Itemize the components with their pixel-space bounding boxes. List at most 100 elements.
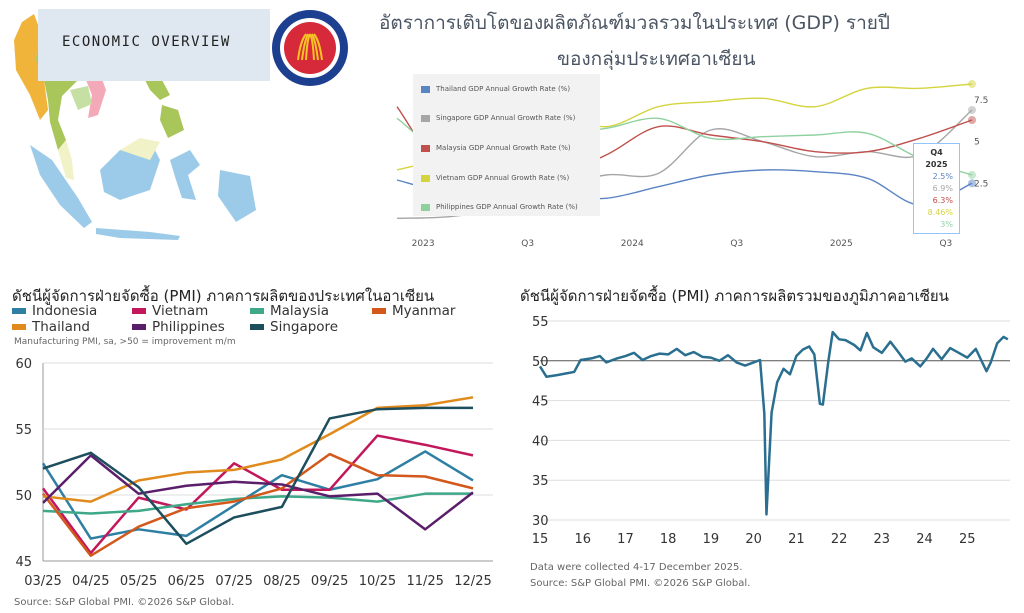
pmi-country-y-tick-label: 60 [15, 357, 32, 372]
asean-map-panel: ECONOMIC OVERVIEW [0, 0, 360, 250]
legend-label: Philippines GDP Annual Growth Rate (%) [436, 203, 578, 211]
legend-vietnam-gdp: Vietnam GDP Annual Growth Rate (%) [421, 174, 569, 182]
legend-singapore: Singapore [250, 319, 338, 335]
pmi-country-subtitle: Manufacturing PMI, sa, >50 = improvement… [14, 337, 236, 347]
pmi-country-x-tick-label: 05/25 [120, 574, 157, 589]
map-sabah [120, 138, 160, 160]
pmi-region-x-tick-label: 23 [874, 532, 891, 547]
gdp-y-tick-label: 2.5 [974, 179, 988, 189]
legend-label: Indonesia [32, 303, 98, 319]
legend-vietnam: Vietnam [132, 303, 208, 319]
map-java [96, 228, 180, 240]
legend-label: Malaysia [270, 303, 329, 319]
legend-thailand-gdp: Thailand GDP Annual Growth Rate (%) [421, 85, 570, 93]
gdp-end-point [968, 106, 976, 114]
tooltip-singapore: 6.9% [932, 184, 953, 193]
pmi-series-line [41, 450, 474, 540]
pmi-region-x-tick-label: 24 [916, 532, 933, 547]
map-cambodia [70, 86, 92, 110]
gdp-y-tick-label: 7.5 [974, 96, 988, 106]
pmi-region-y-tick-label: 45 [532, 395, 549, 410]
gdp-title-line1: อัตราการเติบโตของผลิตภัณฑ์มวลรวมในประเทศ… [379, 12, 890, 34]
legend-label: Vietnam [152, 303, 209, 319]
header-box [38, 9, 270, 81]
map-myanmar [14, 14, 48, 120]
pmi-series-line [42, 452, 474, 557]
legend-malaysia-gdp: Malaysia GDP Annual Growth Rate (%) [421, 144, 571, 152]
pmi-series-line [42, 492, 473, 515]
asean-map [14, 14, 256, 240]
map-malaysia [58, 140, 74, 180]
pmi-country-y-tick-label: 50 [15, 489, 32, 504]
tooltip-philippines: 3% [940, 220, 953, 229]
legend-malaysia: Malaysia [250, 303, 329, 319]
legend-singapore-gdp: Singapore GDP Annual Growth Rate (%) [421, 114, 575, 122]
tooltip-vietnam: 8.46% [927, 208, 953, 217]
pmi-series-line [41, 434, 474, 555]
gdp-y-tick-label: 5 [974, 138, 980, 148]
pmi-country-x-tick-label: 11/25 [406, 574, 443, 589]
pmi-country-y-tick-label: 55 [15, 423, 32, 438]
header-label: ECONOMIC OVERVIEW [62, 34, 231, 50]
legend-philippines-gdp: Philippines GDP Annual Growth Rate (%) [421, 203, 578, 211]
pmi-region-x-tick-label: 17 [617, 532, 634, 547]
asean-emblem-icon [272, 10, 348, 86]
gdp-end-point [968, 179, 976, 188]
gdp-end-point [968, 80, 976, 88]
pmi-series-line [42, 396, 474, 503]
pmi-country-x-tick-label: 06/25 [168, 574, 205, 589]
gdp-x-tick-label: 2024 [621, 239, 644, 249]
pmi-region-y-tick-label: 55 [532, 315, 549, 330]
legend-label: Singapore [270, 319, 339, 335]
pmi-country-x-tick-label: 07/25 [215, 574, 252, 589]
gdp-x-tick-label: 2023 [412, 239, 435, 249]
gdp-x-tick-label: Q3 [939, 239, 952, 249]
pmi-region-y-tick-label: 30 [532, 514, 549, 529]
pmi-country-source: Source: S&P Global PMI. ©2026 S&P Global… [14, 597, 235, 608]
pmi-series-line [42, 454, 474, 531]
pmi-region-x-tick-label: 15 [532, 532, 549, 547]
pmi-country-x-tick-label: 08/25 [263, 574, 300, 589]
gdp-x-tick-label: Q3 [521, 239, 534, 249]
pmi-region-title: ดัชนีผู้จัดการฝ่ายจัดซื้อ (PMI) ภาคการผล… [520, 287, 949, 305]
pmi-region-note: Data were collected 4-17 December 2025. [530, 562, 743, 573]
legend-label: Myanmar [392, 303, 456, 319]
legend-thailand: Thailand [12, 319, 90, 335]
gdp-end-point [968, 171, 976, 179]
legend-myanmar: Myanmar [372, 303, 455, 319]
pmi-region-x-tick-label: 22 [831, 532, 848, 547]
gdp-x-tick-label: Q3 [730, 239, 743, 249]
gdp-x-tick-label: 2025 [830, 239, 853, 249]
legend-label: Thailand [32, 319, 90, 335]
legend-label: Philippines [152, 319, 225, 335]
tooltip-malaysia: 6.3% [932, 196, 953, 205]
pmi-region-source: Source: S&P Global PMI. ©2026 S&P Global… [530, 578, 751, 589]
pmi-region-y-tick-label: 40 [532, 434, 549, 449]
map-sulawesi [170, 150, 200, 200]
pmi-region-x-tick-label: 16 [574, 532, 591, 547]
gdp-legend: Thailand GDP Annual Growth Rate (%) Sing… [413, 74, 600, 216]
pmi-region-x-tick-label: 20 [745, 532, 762, 547]
legend-indonesia: Indonesia [12, 303, 97, 319]
pmi-country-x-tick-label: 03/25 [24, 574, 61, 589]
legend-label: Thailand GDP Annual Growth Rate (%) [436, 85, 571, 93]
gdp-title-line2: ของกลุ่มประเทศอาเซียน [557, 48, 756, 70]
pmi-region-line-chart: 30 35 40 45 50 55 15 16 17 18 19 20 21 22 23 24 25 [532, 315, 1010, 547]
gdp-tooltip: Q4 2025 2.5% 6.9% 6.3% 8.46% 3% [913, 143, 960, 234]
pmi-country-x-tick-label: 04/25 [72, 574, 109, 589]
pmi-country-x-tick-label: 09/25 [311, 574, 348, 589]
pmi-region-y-tick-label: 50 [532, 355, 549, 370]
legend-label: Singapore GDP Annual Growth Rate (%) [436, 114, 576, 122]
pmi-country-y-tick-label: 45 [15, 555, 32, 570]
legend-label: Malaysia GDP Annual Growth Rate (%) [436, 144, 571, 152]
map-papua [218, 170, 256, 222]
legend-label: Vietnam GDP Annual Growth Rate (%) [436, 174, 570, 182]
pmi-region-x-tick-label: 19 [703, 532, 720, 547]
pmi-country-x-tick-label: 12/25 [454, 574, 491, 589]
pmi-country-title: ดัชนีผู้จัดการฝ่ายจัดซื้อ (PMI) ภาคการผล… [12, 287, 435, 305]
pmi-country-x-tick-label: 10/25 [359, 574, 396, 589]
pmi-series-line [42, 406, 473, 546]
pmi-region-x-tick-label: 18 [660, 532, 677, 547]
pmi-country-line-chart: 45 50 55 60 03/25 04/25 05/25 06/25 07/25 08/25 09… [15, 357, 493, 589]
map-sumatra [30, 145, 92, 228]
